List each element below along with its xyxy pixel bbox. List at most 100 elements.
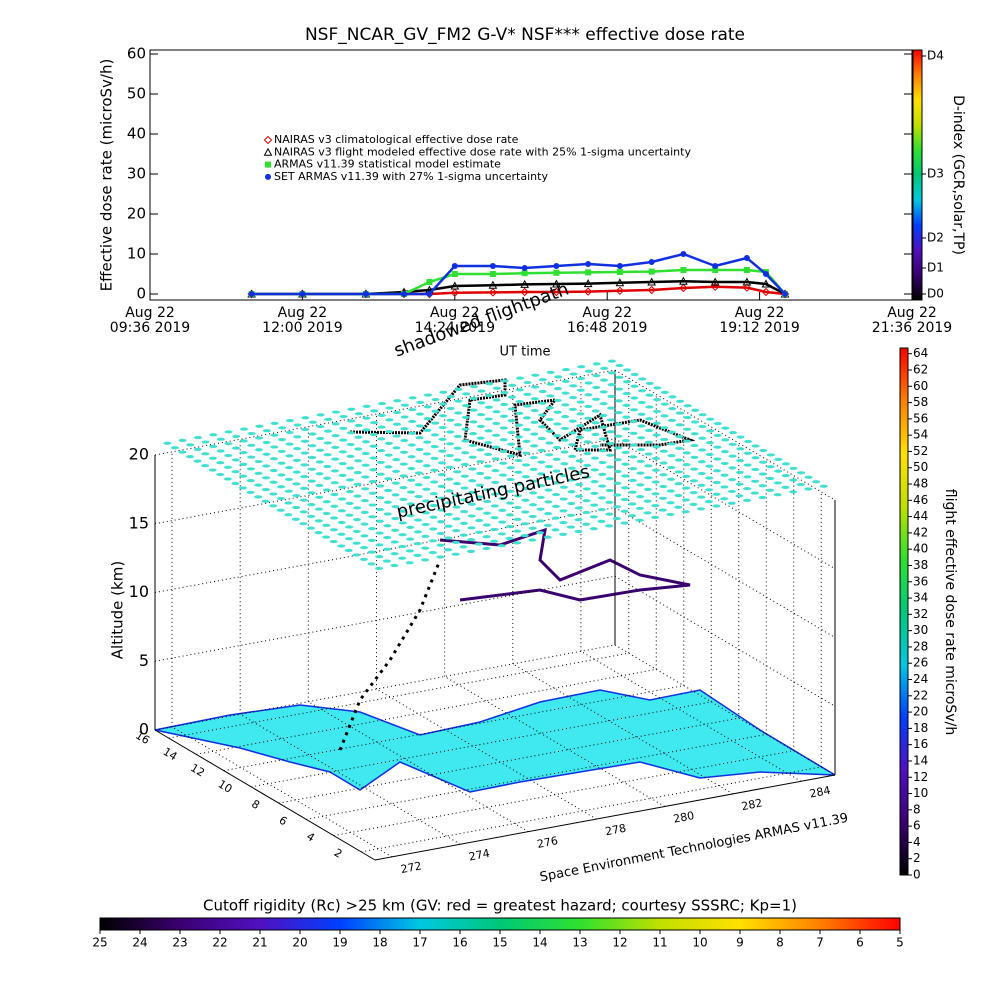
- particle-dot: [453, 434, 462, 439]
- particle-dot: [590, 491, 599, 495]
- particle-dot: [491, 469, 500, 473]
- particle-dot: [781, 462, 790, 466]
- particle-dot: [638, 389, 647, 393]
- particle-dot: [437, 520, 446, 524]
- particle-dot: [354, 459, 363, 463]
- particle-dot: [232, 446, 241, 450]
- particle-dot: [561, 403, 570, 407]
- particle-dot: [453, 470, 462, 474]
- particle-dot: [422, 475, 431, 480]
- particle-dot: [413, 530, 422, 534]
- grid-line: [580, 650, 802, 782]
- particle-dot: [630, 372, 639, 377]
- particle-dot: [597, 519, 606, 523]
- particle-dot: [660, 414, 669, 418]
- particle-dot: [774, 457, 783, 461]
- particle-dot: [377, 449, 386, 453]
- particle-dot: [529, 479, 538, 483]
- particle-dot: [468, 490, 477, 495]
- particle-dot: [712, 480, 721, 485]
- particle-dot: [484, 429, 493, 433]
- particle-dot: [338, 450, 347, 454]
- colorbar-tick-label: 38: [913, 558, 928, 572]
- y-tick-label: 10: [216, 777, 235, 795]
- particle-dot: [231, 481, 240, 486]
- particle-dot: [620, 509, 629, 513]
- colorbar-tick-label: 64: [913, 346, 928, 360]
- particle-dot: [193, 447, 202, 451]
- particle-dot: [652, 409, 661, 414]
- particle-dot: [407, 478, 416, 482]
- particle-dot: [223, 477, 232, 481]
- particle-dot: [529, 456, 538, 460]
- particle-dot: [399, 497, 408, 501]
- marker: [743, 255, 750, 261]
- particle-dot: [413, 553, 422, 557]
- particle-dot: [675, 458, 684, 462]
- particle-dot: [584, 404, 593, 409]
- particle-dot: [521, 486, 530, 491]
- particle-dot: [323, 441, 332, 445]
- particle-dot: [477, 389, 486, 393]
- particle-dot: [689, 479, 698, 483]
- particle-dot: [270, 457, 279, 461]
- particle-dot: [383, 512, 392, 516]
- particle-dot: [316, 448, 325, 452]
- particle-dot: [400, 450, 409, 454]
- particle-dot: [367, 550, 376, 554]
- particle-dot: [193, 435, 202, 440]
- particle-dot: [392, 457, 401, 462]
- particle-dot: [621, 486, 630, 490]
- particle-dot: [429, 539, 438, 543]
- particle-dot: [239, 462, 248, 466]
- particle-dot: [659, 484, 668, 489]
- particle-dot: [690, 443, 699, 448]
- particle-dot: [421, 522, 430, 527]
- plot-frame: [149, 49, 913, 301]
- particle-dot: [299, 498, 308, 502]
- particle-dot: [376, 484, 385, 488]
- particle-dot: [675, 411, 684, 415]
- particle-dot: [390, 540, 399, 544]
- particle-dot: [293, 423, 302, 427]
- particle-dot: [598, 449, 607, 453]
- particle-dot: [576, 412, 585, 416]
- particle-dot: [597, 508, 606, 512]
- marker: [762, 271, 769, 277]
- particle-dot: [515, 400, 524, 404]
- particle-dot: [545, 441, 554, 445]
- particle-dot: [400, 427, 409, 431]
- colorbar-tick-label: 28: [913, 639, 928, 653]
- colorbar-tick-label: 14: [532, 936, 547, 950]
- particle-dot: [406, 502, 415, 506]
- particle-dot: [462, 392, 471, 396]
- particle-dot: [492, 386, 501, 390]
- marker: [648, 259, 655, 265]
- particle-dot: [444, 536, 453, 540]
- particle-dot: [773, 481, 782, 485]
- particle-dot: [508, 395, 517, 399]
- grid-line: [444, 676, 665, 807]
- particle-dot: [629, 419, 638, 424]
- particle-dot: [247, 431, 256, 436]
- particle-dot: [384, 465, 393, 469]
- particle-dot: [384, 441, 393, 445]
- particle-dot: [599, 390, 608, 394]
- particle-dot: [323, 453, 332, 457]
- particle-dot: [362, 428, 371, 432]
- particle-dot: [697, 507, 706, 511]
- particle-dot: [607, 359, 616, 363]
- particle-dot: [728, 466, 737, 470]
- particle-dot: [469, 396, 478, 400]
- particle-dot: [352, 529, 361, 534]
- particle-dot: [506, 477, 515, 482]
- particle-dot: [592, 362, 601, 366]
- particle-dot: [276, 496, 285, 501]
- particle-dot: [676, 399, 685, 403]
- particle-dot: [690, 432, 699, 436]
- particle-dot: [246, 479, 255, 483]
- particle-dot: [538, 413, 547, 417]
- particle-dot: [415, 447, 424, 452]
- particle-dot: [743, 498, 752, 502]
- particle-dot: [337, 532, 346, 536]
